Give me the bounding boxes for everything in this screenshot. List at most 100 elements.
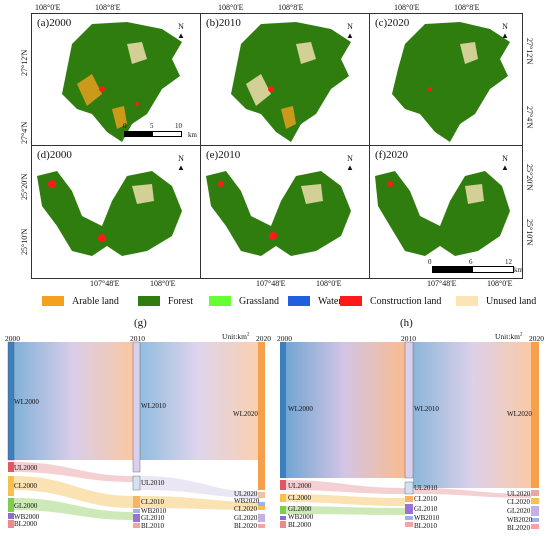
map-panel-f: (f)2020 N ▲ (369, 145, 523, 279)
legend-item-grassland: Grassland (209, 293, 279, 309)
node-label: BL2020 (507, 524, 530, 532)
north-arrow-icon: N ▲ (346, 22, 354, 40)
legend-item-forest: Forest (138, 293, 193, 309)
node-label: CL2000 (288, 494, 311, 502)
scale-label-10: 10 (175, 122, 182, 130)
north-arrow-icon: N ▲ (501, 22, 509, 40)
map-panel-d: (d)2000 N ▲ (31, 145, 203, 279)
node-label: UL2010 (141, 479, 165, 487)
map-region-a (62, 22, 182, 142)
map-panel-a: (a)2000 N ▲ 0 5 10 km (31, 13, 203, 147)
node-label: CL2000 (14, 482, 37, 490)
map-region-f (375, 171, 510, 256)
node-label: BL2010 (141, 522, 164, 530)
node-label: WL2020 (233, 410, 258, 418)
unit-label: Unit:km2 (222, 332, 250, 341)
node-label: WL2000 (14, 398, 39, 406)
node-label: WB2000 (14, 513, 40, 521)
map-region-e (206, 171, 351, 256)
scale-label-0: 0 (123, 122, 127, 130)
year-2020: 2020 (256, 334, 271, 343)
scale-label-5: 5 (150, 122, 154, 130)
scale-label-km: km (188, 131, 197, 139)
node-label: CL2010 (141, 498, 164, 506)
legend-swatch (42, 296, 64, 306)
node-label: GL2010 (141, 514, 165, 522)
node-label: GL2000 (14, 502, 38, 510)
node-label: WB2000 (288, 513, 314, 521)
map-region-b (231, 22, 351, 142)
lon-tick-top-1: 108°0'E (35, 3, 61, 12)
lon-tick-bottom-3: 107°48'E (256, 279, 286, 288)
panel-label: (f)2020 (375, 149, 408, 161)
legend-item-water: Water (288, 293, 342, 309)
node-label: WL2000 (288, 405, 313, 413)
year-2010: 2010 (130, 334, 145, 343)
lon-tick-top-6: 108°8'E (454, 3, 480, 12)
unit-label: Unit:km2 (495, 332, 523, 341)
north-arrow-icon: N ▲ (177, 154, 185, 172)
legend-swatch (288, 296, 310, 306)
legend: Arable land Forest Grassland Water Const… (0, 293, 550, 309)
node-label: CL2010 (414, 495, 437, 503)
lon-tick-top-4: 108°8'E (278, 3, 304, 12)
node-label: CL2020 (507, 498, 530, 506)
panel-label: (d)2000 (37, 149, 72, 161)
node-label: UL2020 (507, 490, 531, 498)
lon-tick-bottom-2: 108°0'E (150, 279, 176, 288)
north-arrow-icon: N ▲ (177, 22, 185, 40)
node-label: UL2000 (14, 464, 38, 472)
scale-bar-bottom (432, 266, 514, 273)
lon-tick-bottom-6: 108°0'E (487, 279, 513, 288)
map-panel-e: (e)2010 N ▲ (200, 145, 372, 279)
sankey-title-g: (g) (134, 317, 147, 329)
lon-tick-top-2: 108°8'E (95, 3, 121, 12)
lon-tick-top-5: 108°0'E (394, 3, 420, 12)
node-label: WB2010 (414, 514, 440, 522)
node-label: UL2020 (234, 490, 258, 498)
scale-label-6: 6 (469, 258, 473, 266)
node-label: WB2010 (141, 507, 167, 515)
legend-swatch (340, 296, 362, 306)
year-2020: 2020 (529, 334, 544, 343)
node-label: UL2010 (414, 484, 438, 492)
scale-bar (124, 131, 194, 143)
panel-label: (c)2020 (375, 17, 410, 29)
node-label: BL2000 (14, 520, 37, 528)
legend-swatch (456, 296, 478, 306)
lon-tick-bottom-4: 108°0'E (316, 279, 342, 288)
legend-item-unused: Unused land (456, 293, 536, 309)
node-label: GL2020 (507, 507, 531, 515)
lon-tick-top-3: 108°0'E (218, 3, 244, 12)
map-panel-c: (c)2020 N ▲ (369, 13, 523, 147)
year-2000: 2000 (277, 334, 292, 343)
panel-label: (a)2000 (37, 17, 72, 29)
node-label: BL2020 (234, 522, 257, 530)
map-region-d (37, 171, 182, 256)
node-label: UL2000 (288, 482, 312, 490)
lon-tick-bottom-5: 107°48'E (427, 279, 457, 288)
node-label: CL2020 (234, 505, 257, 513)
node-label: BL2010 (414, 522, 437, 530)
legend-swatch (138, 296, 160, 306)
legend-item-arable: Arable land (42, 293, 119, 309)
year-2000: 2000 (5, 334, 20, 343)
lon-tick-bottom-1: 107°48'E (90, 279, 120, 288)
node-label: WL2010 (414, 405, 439, 413)
sankey-title-h: (h) (400, 317, 413, 329)
legend-swatch (209, 296, 231, 306)
legend-item-construction: Construction land (340, 293, 441, 309)
node-label: WB2020 (234, 497, 260, 505)
node-label: WB2020 (507, 516, 533, 524)
panel-label: (b)2010 (206, 17, 241, 29)
scale-label-kmb: km (514, 266, 523, 274)
map-region-c (392, 22, 510, 142)
node-label: WL2020 (507, 410, 532, 418)
scale-label-0b: 0 (428, 258, 432, 266)
year-2010: 2010 (401, 334, 416, 343)
node-label: GL2010 (414, 505, 438, 513)
panel-label: (e)2010 (206, 149, 241, 161)
north-arrow-icon: N ▲ (346, 154, 354, 172)
north-arrow-icon: N ▲ (501, 154, 509, 172)
